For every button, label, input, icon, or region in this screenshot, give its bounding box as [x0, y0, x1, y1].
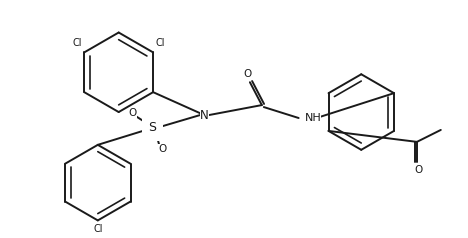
Text: O: O	[129, 108, 137, 118]
Text: O: O	[415, 165, 423, 175]
Text: Cl: Cl	[73, 38, 82, 48]
Text: N: N	[200, 109, 209, 122]
Text: Cl: Cl	[93, 224, 102, 234]
Text: S: S	[148, 121, 156, 134]
Text: Cl: Cl	[155, 38, 165, 48]
Text: O: O	[158, 144, 167, 154]
Text: O: O	[244, 69, 252, 79]
Text: NH: NH	[305, 113, 322, 123]
